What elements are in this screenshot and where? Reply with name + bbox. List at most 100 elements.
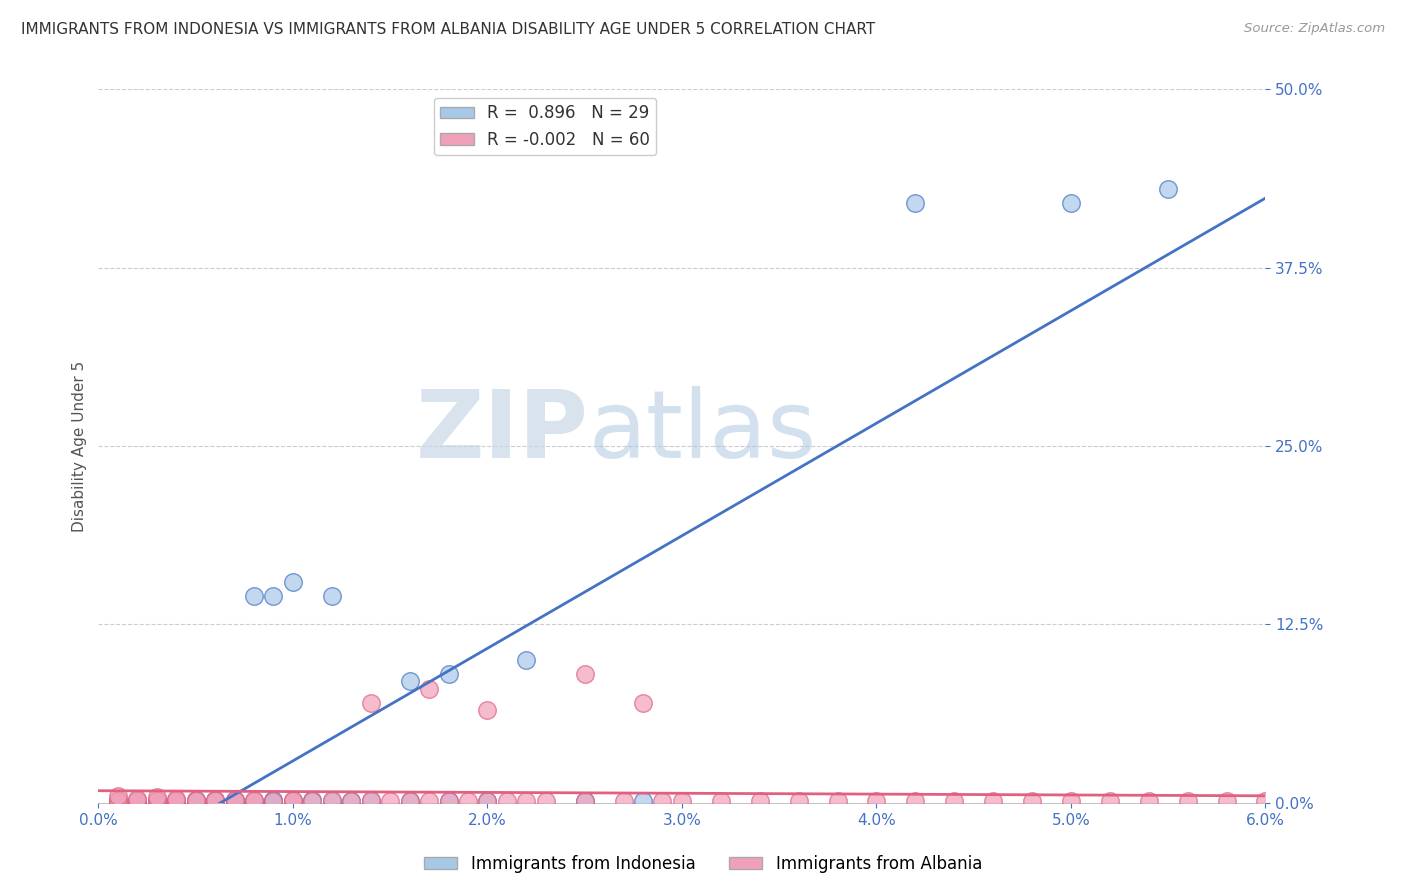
Point [107,789,129,803]
Point [1021,794,1043,808]
Point [184,793,207,807]
Point [204,794,226,808]
Point [981,794,1004,808]
Point [321,793,343,807]
Point [127,794,149,808]
Point [613,794,636,808]
Point [904,794,927,808]
Point [340,794,363,808]
Point [398,794,420,808]
Point [1215,794,1237,808]
Point [224,793,246,807]
Point [165,794,187,808]
Point [281,574,304,589]
Point [1098,794,1121,808]
Point [224,794,246,808]
Point [360,794,382,808]
Text: Source: ZipAtlas.com: Source: ZipAtlas.com [1244,22,1385,36]
Point [127,794,149,808]
Legend: R =  0.896   N = 29, R = -0.002   N = 60: R = 0.896 N = 29, R = -0.002 N = 60 [433,97,657,155]
Point [457,794,479,808]
Point [1294,794,1316,808]
Point [262,794,284,808]
Point [710,794,733,808]
Point [224,793,246,807]
Point [184,793,207,807]
Point [301,794,323,808]
Point [904,196,927,211]
Point [146,794,169,808]
Point [574,794,596,808]
Point [515,653,537,667]
Point [631,696,654,710]
Point [107,794,129,808]
Point [1060,794,1083,808]
Point [437,794,460,808]
Point [107,794,129,808]
Point [418,794,440,808]
Point [243,589,266,603]
Point [574,667,596,681]
Text: atlas: atlas [589,385,817,478]
Point [301,793,323,807]
Point [243,793,266,807]
Point [398,674,420,689]
Point [1060,196,1083,211]
Y-axis label: Disability Age Under 5: Disability Age Under 5 [72,360,87,532]
Point [146,793,169,807]
Point [127,791,149,805]
Point [398,794,420,808]
Point [631,794,654,808]
Point [1331,794,1354,808]
Point [496,794,519,808]
Point [437,794,460,808]
Point [243,794,266,808]
Point [827,794,849,808]
Point [574,794,596,808]
Point [184,794,207,808]
Point [321,589,343,603]
Point [671,794,693,808]
Point [281,794,304,808]
Point [477,794,499,808]
Point [1254,794,1277,808]
Point [1371,794,1393,808]
Point [224,794,246,808]
Point [865,794,887,808]
Point [146,794,169,808]
Point [165,791,187,805]
Point [943,794,966,808]
Point [262,793,284,807]
Point [281,793,304,807]
Point [787,794,810,808]
Point [340,794,363,808]
Point [204,793,226,807]
Point [1157,182,1180,196]
Point [515,794,537,808]
Point [360,793,382,807]
Point [534,794,557,808]
Point [204,793,226,807]
Point [651,794,673,808]
Point [418,681,440,696]
Point [184,794,207,808]
Point [748,794,770,808]
Point [1177,794,1199,808]
Point [477,794,499,808]
Point [146,790,169,805]
Point [165,794,187,808]
Point [243,794,266,808]
Point [281,794,304,808]
Point [165,793,187,807]
Point [360,696,382,710]
Point [262,589,284,603]
Point [127,793,149,807]
Point [321,794,343,808]
Point [477,703,499,717]
Point [107,793,129,807]
Text: ZIP: ZIP [416,385,589,478]
Point [1137,794,1160,808]
Point [262,794,284,808]
Point [437,667,460,681]
Legend: Immigrants from Indonesia, Immigrants from Albania: Immigrants from Indonesia, Immigrants fr… [418,848,988,880]
